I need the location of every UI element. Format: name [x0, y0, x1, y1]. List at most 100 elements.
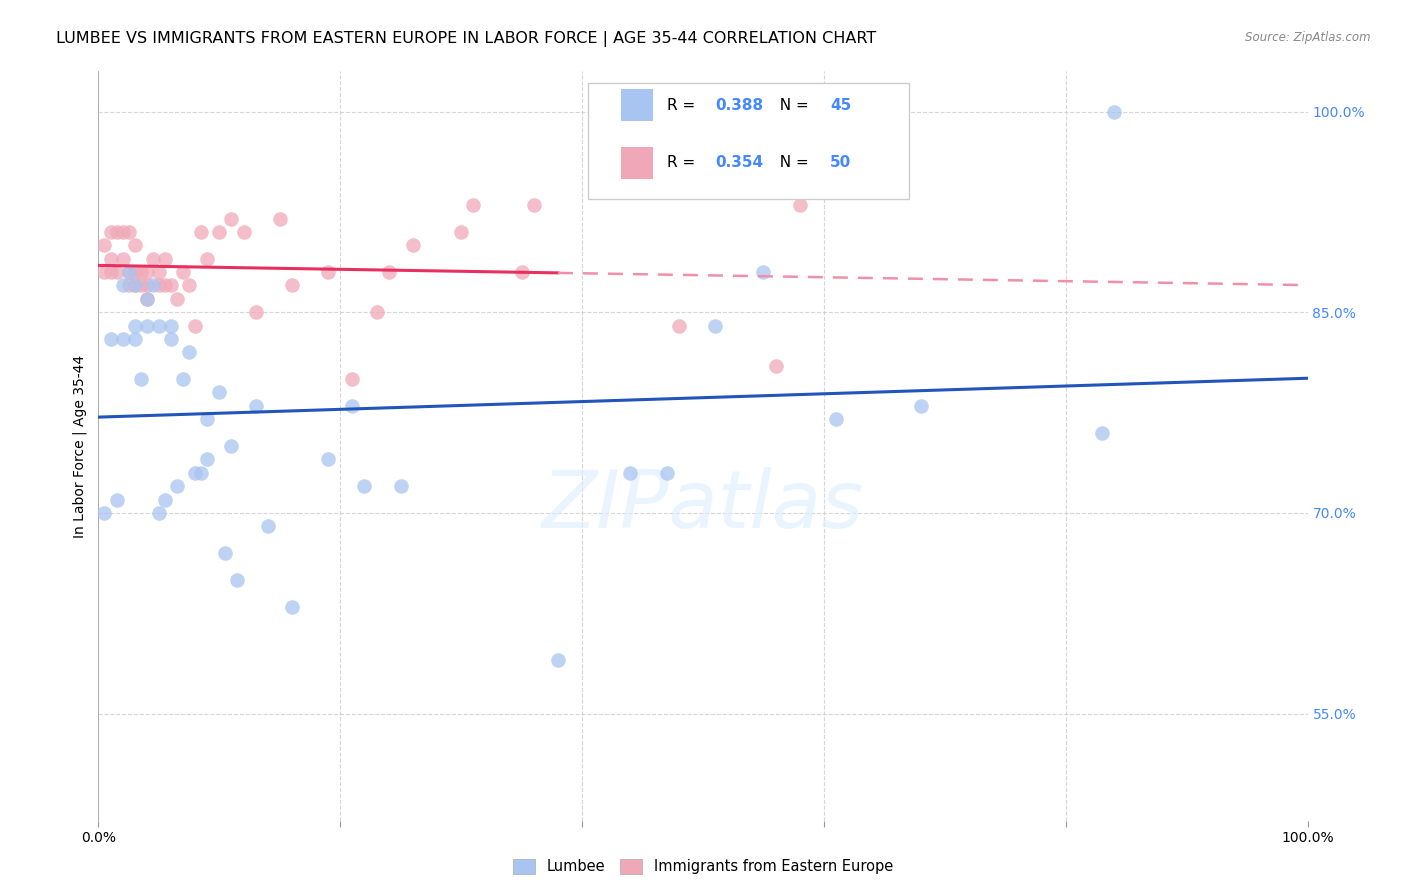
- Point: [124, 278, 146, 293]
- Point: [281, 278, 304, 293]
- Point: [148, 278, 170, 293]
- Point: [105, 225, 128, 239]
- Point: [93, 265, 115, 279]
- Point: [166, 479, 188, 493]
- Point: [118, 225, 141, 239]
- Point: [135, 265, 157, 279]
- Point: [450, 225, 472, 239]
- Point: [269, 211, 291, 226]
- Point: [118, 265, 141, 279]
- Point: [281, 599, 304, 614]
- Point: [256, 519, 278, 533]
- Point: [208, 385, 231, 400]
- Point: [402, 238, 425, 252]
- Point: [93, 238, 115, 252]
- Point: [523, 198, 546, 212]
- Point: [214, 546, 236, 560]
- Point: [153, 252, 176, 266]
- Point: [135, 292, 157, 306]
- Point: [208, 225, 231, 239]
- Point: [160, 278, 183, 293]
- Point: [704, 318, 727, 333]
- Point: [129, 278, 152, 293]
- Point: [148, 265, 170, 279]
- Point: [148, 506, 170, 520]
- Point: [111, 332, 134, 346]
- Point: [105, 265, 128, 279]
- Point: [135, 318, 157, 333]
- Point: [111, 225, 134, 239]
- Text: R =: R =: [666, 155, 700, 170]
- Point: [179, 345, 201, 359]
- Point: [245, 305, 267, 319]
- Point: [366, 305, 388, 319]
- Point: [148, 318, 170, 333]
- Point: [353, 479, 375, 493]
- Point: [195, 252, 218, 266]
- Point: [221, 211, 243, 226]
- FancyBboxPatch shape: [621, 89, 654, 120]
- Point: [129, 372, 152, 386]
- Point: [668, 318, 690, 333]
- Text: 50: 50: [830, 155, 851, 170]
- Point: [129, 265, 152, 279]
- Point: [910, 399, 932, 413]
- Text: R =: R =: [666, 97, 700, 112]
- Text: N =: N =: [769, 155, 813, 170]
- Point: [179, 278, 201, 293]
- Point: [316, 452, 339, 467]
- FancyBboxPatch shape: [621, 147, 654, 178]
- Point: [226, 573, 249, 587]
- Text: 45: 45: [830, 97, 851, 112]
- Point: [100, 225, 122, 239]
- Point: [221, 439, 243, 453]
- Point: [153, 492, 176, 507]
- Point: [342, 372, 364, 386]
- Point: [190, 466, 212, 480]
- Point: [124, 238, 146, 252]
- Point: [118, 278, 141, 293]
- Text: 0.388: 0.388: [716, 97, 763, 112]
- Point: [184, 466, 207, 480]
- Text: Source: ZipAtlas.com: Source: ZipAtlas.com: [1246, 31, 1371, 45]
- Point: [160, 332, 183, 346]
- Point: [655, 466, 678, 480]
- Point: [190, 225, 212, 239]
- Text: LUMBEE VS IMMIGRANTS FROM EASTERN EUROPE IN LABOR FORCE | AGE 35-44 CORRELATION : LUMBEE VS IMMIGRANTS FROM EASTERN EUROPE…: [56, 31, 876, 47]
- Point: [316, 265, 339, 279]
- Point: [342, 399, 364, 413]
- Point: [124, 265, 146, 279]
- Point: [195, 412, 218, 426]
- Point: [1102, 104, 1125, 119]
- Point: [172, 265, 194, 279]
- Point: [100, 252, 122, 266]
- Point: [172, 372, 194, 386]
- Point: [111, 278, 134, 293]
- Y-axis label: In Labor Force | Age 35-44: In Labor Force | Age 35-44: [73, 354, 87, 538]
- Text: ZIPatlas: ZIPatlas: [541, 467, 865, 545]
- Point: [1091, 425, 1114, 440]
- Point: [105, 492, 128, 507]
- Point: [124, 278, 146, 293]
- Point: [825, 412, 848, 426]
- Point: [111, 252, 134, 266]
- Point: [389, 479, 412, 493]
- Point: [789, 198, 811, 212]
- Point: [93, 506, 115, 520]
- Point: [463, 198, 485, 212]
- Point: [765, 359, 787, 373]
- Point: [195, 452, 218, 467]
- Point: [160, 318, 183, 333]
- Text: N =: N =: [769, 97, 813, 112]
- Point: [124, 332, 146, 346]
- Point: [377, 265, 399, 279]
- Point: [135, 292, 157, 306]
- Point: [232, 225, 254, 239]
- Point: [124, 318, 146, 333]
- Point: [118, 265, 141, 279]
- Point: [135, 278, 157, 293]
- Legend: Lumbee, Immigrants from Eastern Europe: Lumbee, Immigrants from Eastern Europe: [508, 853, 898, 880]
- Point: [100, 265, 122, 279]
- Point: [166, 292, 188, 306]
- Point: [142, 278, 165, 293]
